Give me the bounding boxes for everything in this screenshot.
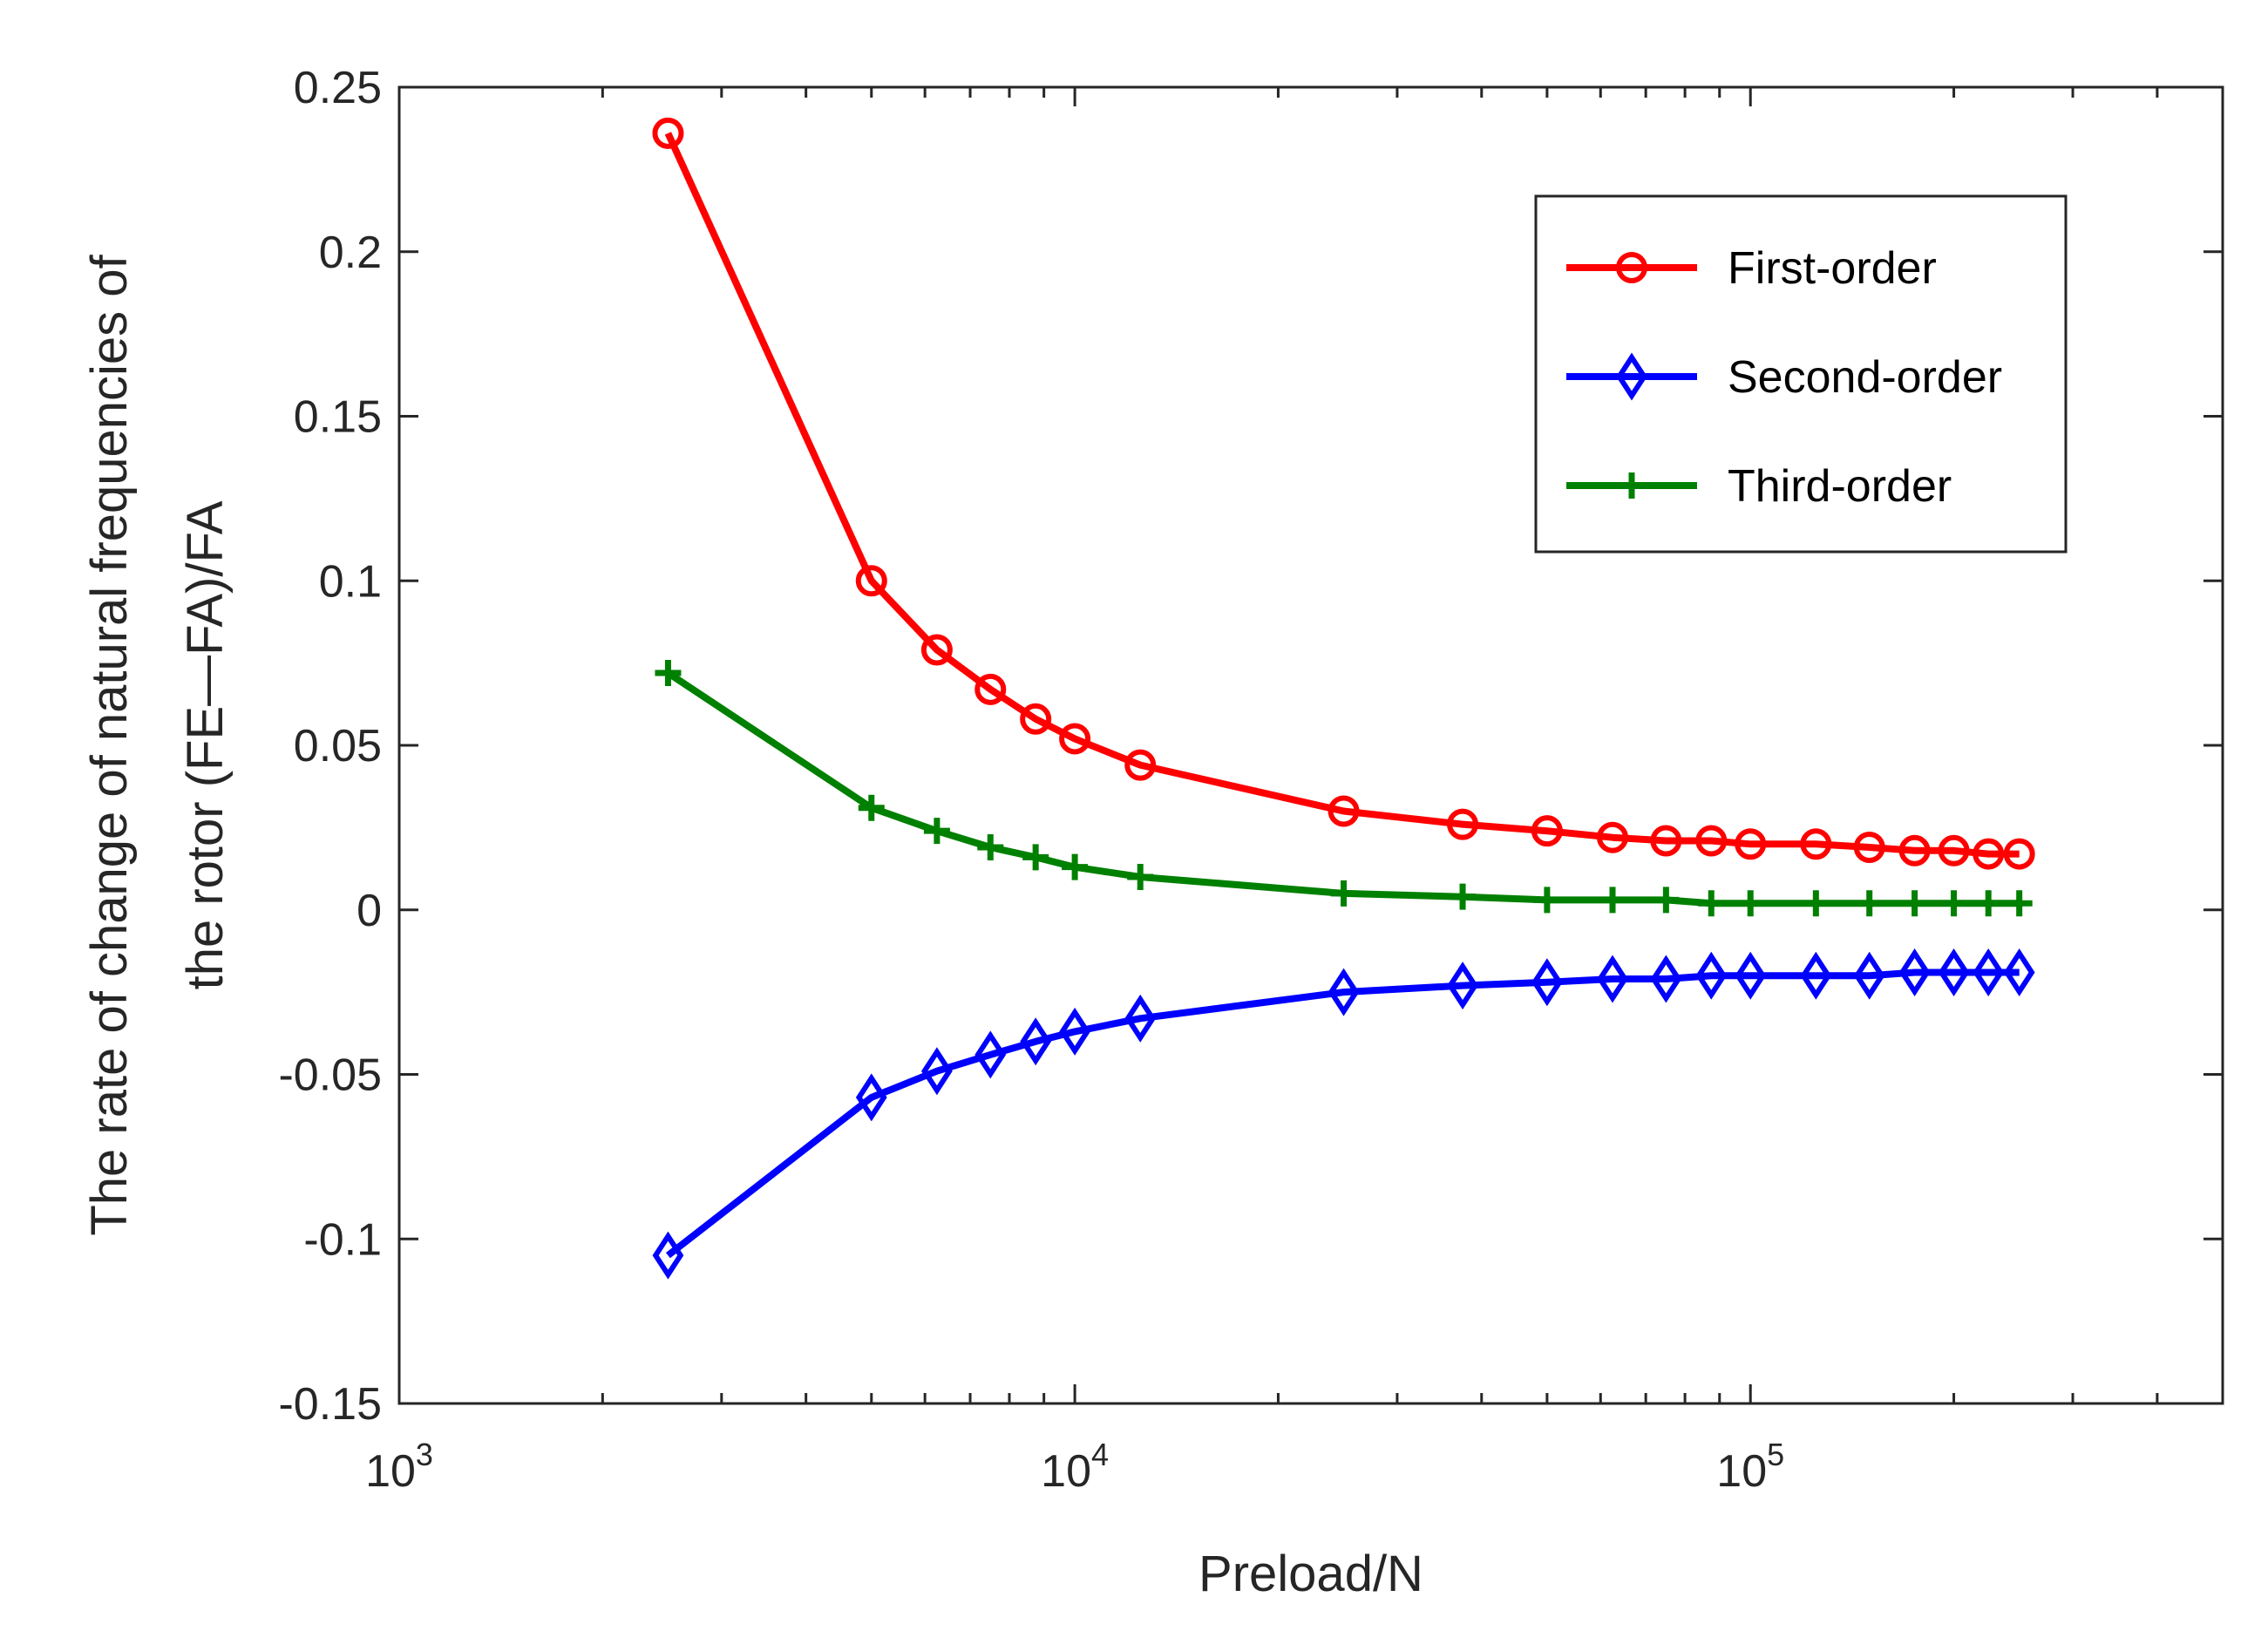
data-point: [1898, 948, 1931, 996]
data-point: [1124, 749, 1157, 781]
data-point: [1447, 808, 1479, 840]
legend-label: Third-order: [1728, 461, 1952, 512]
data-point: [1653, 887, 1680, 914]
legend-marker: [1616, 252, 1647, 283]
series-first-order: [652, 117, 2035, 870]
data-point: [1124, 994, 1157, 1043]
x-tick-label: 104: [1041, 1437, 1109, 1497]
y-axis-title-line: the rotor (FE—FA)/FA: [177, 500, 234, 989]
data-point: [1328, 795, 1360, 827]
data-point: [652, 1231, 684, 1280]
data-point: [920, 634, 953, 666]
data-point: [2003, 838, 2035, 870]
y-axis-title-line: The rate of change of natural frequencie…: [81, 254, 138, 1235]
data-point: [1735, 828, 1767, 860]
data-point: [1450, 883, 1477, 910]
series-line: [665, 968, 2020, 1259]
data-point: [1973, 838, 2005, 870]
data-point: [1650, 825, 1682, 857]
data-point: [1328, 968, 1360, 1016]
data-point: [923, 818, 950, 845]
y-tick-label: 0.1: [319, 556, 382, 607]
y-tick-label: 0.2: [319, 228, 382, 278]
data-point: [1898, 834, 1931, 866]
data-point: [1940, 890, 1967, 917]
axes: -0.15 -0.1 -0.05 0 0.05 0.1 0.15 0.2 0.25 103 104 1…: [81, 63, 2224, 1602]
data-point: [855, 565, 887, 597]
data-point: [1533, 887, 1560, 914]
data-point: [921, 1047, 953, 1096]
data-point: [1330, 880, 1357, 907]
y-tick-label: 0.25: [294, 63, 382, 113]
y-tick-label: -0.15: [278, 1379, 382, 1430]
data-point: [1597, 821, 1629, 853]
legend-marker: [1619, 472, 1645, 499]
data-point: [1695, 951, 1728, 1000]
data-point: [974, 673, 1007, 705]
series-line: [664, 132, 2020, 858]
legend-label: Second-order: [1728, 352, 2002, 403]
data-point: [1938, 948, 1970, 996]
data-point: [1531, 815, 1563, 847]
data-point: [1735, 951, 1767, 1000]
data-point: [977, 834, 1004, 861]
plot-area: [652, 117, 2035, 1280]
data-point: [1800, 828, 1832, 860]
data-point: [1856, 890, 1883, 917]
legend: First-order Second-order Third-order: [1534, 194, 2068, 554]
data-point: [1901, 890, 1928, 917]
data-point: [1973, 948, 2005, 996]
x-tick-label: 105: [1716, 1437, 1784, 1497]
data-point: [1447, 962, 1478, 1010]
data-point: [1022, 844, 1049, 871]
data-point: [1853, 951, 1885, 1000]
data-point: [655, 659, 682, 686]
data-point: [1597, 955, 1628, 1003]
data-point: [1531, 958, 1563, 1007]
data-point: [1938, 834, 1970, 866]
y-tick-label: 0.15: [294, 392, 382, 443]
data-point: [2003, 948, 2035, 996]
data-point: [974, 1030, 1007, 1079]
data-point: [1059, 723, 1091, 755]
y-tick-label: 0.05: [294, 721, 382, 771]
data-point: [1695, 825, 1728, 857]
x-tick-label: 103: [365, 1437, 433, 1497]
data-point: [2006, 890, 2033, 917]
data-point: [1698, 890, 1725, 917]
data-point: [1737, 890, 1764, 917]
y-axis-title: The rate of change of natural frequencie…: [81, 254, 234, 1235]
legend-label: First-order: [1728, 243, 1937, 294]
series-second-order: [652, 948, 2035, 1280]
legend-marker: [1616, 352, 1647, 401]
data-point: [858, 794, 885, 821]
data-point: [1800, 951, 1832, 1000]
y-tick-label: -0.1: [303, 1214, 382, 1265]
data-point: [1020, 703, 1052, 735]
data-point: [1975, 890, 2002, 917]
y-tick-label: -0.05: [278, 1050, 382, 1101]
data-point: [1599, 887, 1626, 914]
data-point: [652, 117, 684, 149]
data-point: [1020, 1017, 1052, 1066]
y-tick-label: 0: [356, 886, 382, 936]
data-point: [1062, 853, 1089, 880]
data-point: [1803, 890, 1830, 917]
data-point: [1059, 1007, 1090, 1056]
series-third-order: [655, 659, 2033, 917]
data-point: [1650, 955, 1682, 1003]
data-point: [1853, 832, 1885, 864]
x-axis-title: Preload/N: [1199, 1546, 1423, 1602]
data-point: [855, 1073, 887, 1122]
data-point: [1127, 864, 1154, 890]
